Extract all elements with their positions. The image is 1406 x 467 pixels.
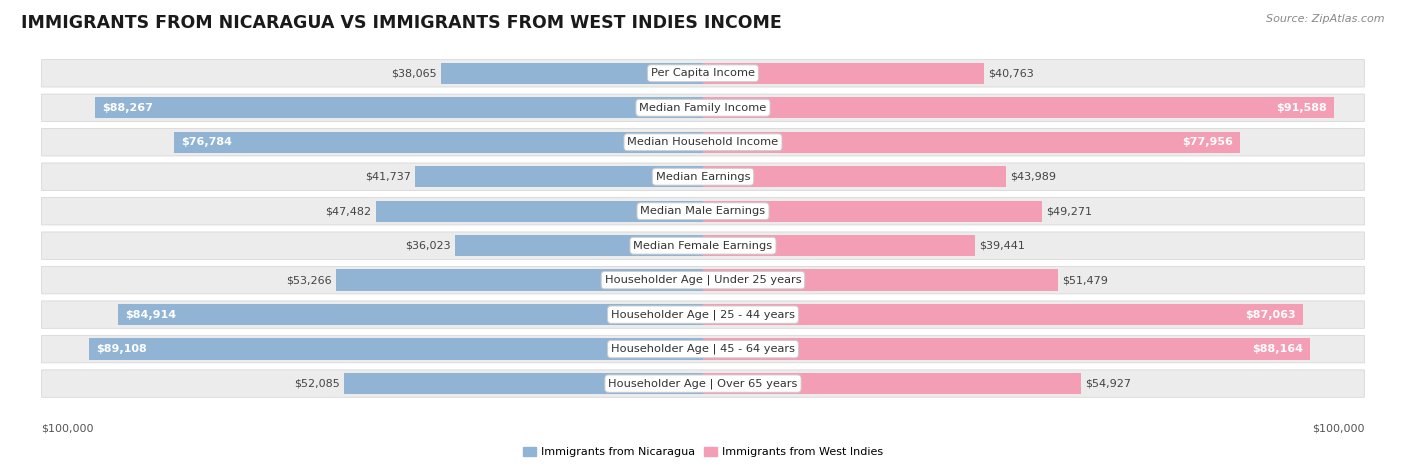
Text: $88,267: $88,267 <box>101 103 153 113</box>
Text: $100,000: $100,000 <box>42 423 94 433</box>
Text: $49,271: $49,271 <box>1046 206 1092 216</box>
Text: $54,927: $54,927 <box>1085 379 1132 389</box>
Bar <box>703 132 1240 153</box>
Legend: Immigrants from Nicaragua, Immigrants from West Indies: Immigrants from Nicaragua, Immigrants fr… <box>519 442 887 461</box>
Text: Median Male Earnings: Median Male Earnings <box>641 206 765 216</box>
Text: Median Household Income: Median Household Income <box>627 137 779 147</box>
Bar <box>703 63 984 84</box>
FancyBboxPatch shape <box>42 163 1364 191</box>
FancyBboxPatch shape <box>42 267 1364 294</box>
FancyBboxPatch shape <box>42 370 1364 397</box>
Bar <box>415 166 703 187</box>
Text: $41,737: $41,737 <box>366 172 412 182</box>
Text: $53,266: $53,266 <box>287 275 332 285</box>
Bar <box>703 166 1007 187</box>
Bar <box>703 373 1081 394</box>
Bar <box>375 200 703 222</box>
Text: $36,023: $36,023 <box>405 241 451 251</box>
Text: $76,784: $76,784 <box>181 137 232 147</box>
FancyBboxPatch shape <box>42 94 1364 121</box>
Text: IMMIGRANTS FROM NICARAGUA VS IMMIGRANTS FROM WEST INDIES INCOME: IMMIGRANTS FROM NICARAGUA VS IMMIGRANTS … <box>21 14 782 32</box>
Bar <box>344 373 703 394</box>
FancyBboxPatch shape <box>42 60 1364 87</box>
FancyBboxPatch shape <box>42 301 1364 328</box>
Text: Per Capita Income: Per Capita Income <box>651 68 755 78</box>
Bar <box>454 235 703 256</box>
Text: Source: ZipAtlas.com: Source: ZipAtlas.com <box>1267 14 1385 24</box>
Text: $43,989: $43,989 <box>1010 172 1056 182</box>
Text: $47,482: $47,482 <box>326 206 371 216</box>
Text: Median Female Earnings: Median Female Earnings <box>634 241 772 251</box>
FancyBboxPatch shape <box>42 198 1364 225</box>
FancyBboxPatch shape <box>42 128 1364 156</box>
Text: Householder Age | 25 - 44 years: Householder Age | 25 - 44 years <box>612 309 794 320</box>
Text: $88,164: $88,164 <box>1253 344 1303 354</box>
Text: $77,956: $77,956 <box>1182 137 1233 147</box>
Text: $91,588: $91,588 <box>1277 103 1327 113</box>
Text: $39,441: $39,441 <box>979 241 1025 251</box>
Text: $52,085: $52,085 <box>294 379 340 389</box>
FancyBboxPatch shape <box>42 335 1364 363</box>
Bar <box>703 97 1334 119</box>
Bar <box>174 132 703 153</box>
Text: Householder Age | Over 65 years: Householder Age | Over 65 years <box>609 378 797 389</box>
Text: Householder Age | 45 - 64 years: Householder Age | 45 - 64 years <box>612 344 794 354</box>
Bar <box>703 200 1042 222</box>
Bar <box>118 304 703 325</box>
Text: $38,065: $38,065 <box>391 68 437 78</box>
Text: Median Earnings: Median Earnings <box>655 172 751 182</box>
Bar <box>703 269 1057 291</box>
Text: $40,763: $40,763 <box>988 68 1033 78</box>
Bar <box>703 339 1310 360</box>
Bar <box>440 63 703 84</box>
Text: $84,914: $84,914 <box>125 310 176 319</box>
Text: $100,000: $100,000 <box>1312 423 1364 433</box>
FancyBboxPatch shape <box>42 232 1364 259</box>
Text: $89,108: $89,108 <box>96 344 146 354</box>
Bar <box>94 97 703 119</box>
Text: $51,479: $51,479 <box>1062 275 1108 285</box>
Bar <box>703 304 1303 325</box>
Text: Median Family Income: Median Family Income <box>640 103 766 113</box>
Text: Householder Age | Under 25 years: Householder Age | Under 25 years <box>605 275 801 285</box>
Bar <box>336 269 703 291</box>
Bar <box>89 339 703 360</box>
Text: $87,063: $87,063 <box>1246 310 1296 319</box>
Bar <box>703 235 974 256</box>
